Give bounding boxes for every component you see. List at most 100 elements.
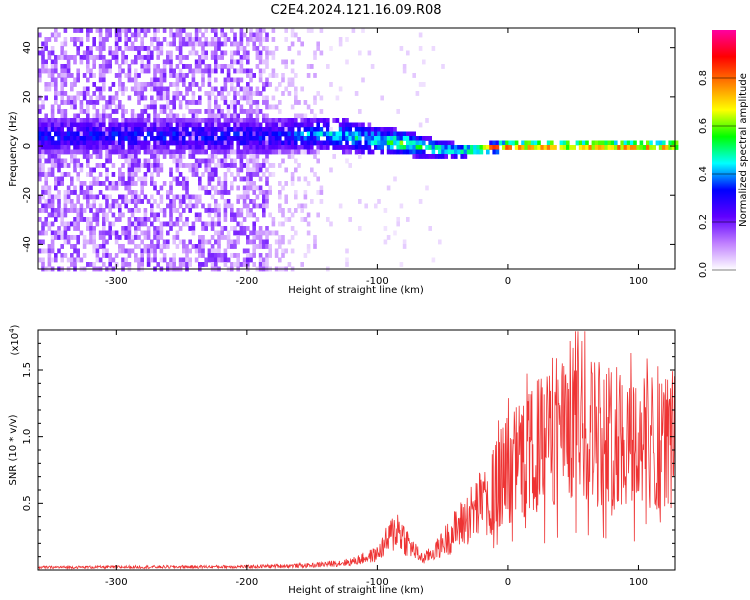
- heatmap-cell: [319, 131, 324, 137]
- heatmap-cell: [127, 37, 132, 42]
- heatmap-cell: [313, 154, 317, 159]
- heatmap-cell: [118, 244, 122, 249]
- heatmap-cell: [121, 59, 125, 65]
- heatmap-cell: [79, 37, 84, 42]
- heatmap-cell: [214, 253, 218, 258]
- heatmap-cell: [255, 122, 260, 128]
- heatmap-cell: [207, 190, 212, 195]
- heatmap-cell: [105, 68, 109, 74]
- heatmap-cell: [345, 118, 349, 123]
- heatmap-cell: [198, 28, 202, 33]
- heatmap-cell: [210, 145, 215, 150]
- heatmap-cell: [201, 235, 205, 240]
- heatmap-cell: [233, 41, 237, 47]
- heatmap-cell: [108, 127, 112, 132]
- heatmap-cell: [121, 140, 125, 146]
- heatmap-cell: [172, 194, 176, 200]
- heatmap-cell: [130, 208, 135, 213]
- heatmap-cell: [345, 248, 349, 254]
- heatmap-cell: [60, 118, 64, 123]
- heatmap-cell: [300, 208, 304, 213]
- heatmap-cell: [412, 73, 416, 78]
- heatmap-cell: [290, 248, 295, 254]
- heatmap-cell: [258, 77, 263, 83]
- heatmap-cell: [178, 37, 183, 42]
- heatmap-cell: [108, 253, 112, 258]
- heatmap-cell: [63, 203, 68, 209]
- heatmap-cell: [194, 194, 199, 200]
- heatmap-cell: [498, 140, 503, 146]
- heatmap-cell: [201, 68, 205, 74]
- heatmap-cell: [130, 154, 135, 159]
- heatmap-cell: [252, 248, 256, 254]
- heatmap-cell: [348, 136, 352, 141]
- heatmap-cell: [246, 208, 250, 213]
- heatmap-cell: [246, 50, 250, 56]
- heatmap-cell: [134, 230, 138, 236]
- heatmap-cell: [262, 149, 266, 155]
- heatmap-cell: [313, 136, 317, 141]
- heatmap-cell: [137, 176, 141, 182]
- heatmap-cell: [82, 149, 87, 155]
- heatmap-cell: [114, 127, 119, 132]
- heatmap-cell: [121, 50, 125, 56]
- heatmap-cell: [198, 235, 202, 240]
- heatmap-cell: [198, 185, 202, 191]
- heatmap-cell: [226, 230, 231, 236]
- heatmap-cell: [111, 163, 116, 168]
- heatmap-cell: [54, 37, 58, 42]
- heatmap-cell: [226, 239, 231, 245]
- heatmap-cell: [386, 185, 391, 191]
- heatmap-cell: [143, 122, 148, 128]
- heatmap-cell: [156, 91, 160, 96]
- heatmap-cell: [63, 158, 68, 164]
- heatmap-cell: [156, 86, 160, 92]
- heatmap-cell: [393, 136, 397, 141]
- heatmap-cell: [162, 145, 167, 150]
- heatmap-cell: [313, 127, 317, 132]
- heatmap-cell: [242, 140, 247, 146]
- heatmap-cell: [422, 140, 426, 146]
- heatmap-cell: [73, 262, 77, 267]
- heatmap-cell: [214, 136, 218, 141]
- heatmap-cell: [226, 136, 231, 141]
- heatmap-cell: [521, 140, 525, 146]
- heatmap-cell: [41, 190, 45, 195]
- heatmap-cell: [95, 109, 100, 114]
- heatmap-cell: [114, 104, 119, 110]
- heatmap-cell: [92, 145, 96, 150]
- heatmap-cell: [214, 145, 218, 150]
- heatmap-cell: [76, 68, 80, 74]
- heatmap-cell: [92, 244, 96, 249]
- heatmap-cell: [105, 203, 109, 209]
- heatmap-cell: [70, 158, 74, 164]
- heatmap-cell: [460, 145, 464, 150]
- heatmap-cell: [41, 163, 45, 168]
- heatmap-cell: [111, 212, 116, 218]
- heatmap-cell: [210, 253, 215, 258]
- heatmap-cell: [159, 136, 164, 141]
- heatmap-cell: [185, 122, 189, 128]
- heatmap-cell: [246, 109, 250, 114]
- heatmap-cell: [290, 41, 295, 47]
- heatmap-cell: [431, 149, 436, 155]
- heatmap-cell: [364, 136, 368, 141]
- heatmap-cell: [303, 113, 308, 119]
- heatmap-cell: [118, 127, 122, 132]
- heatmap-cell: [191, 46, 196, 51]
- heatmap-cell: [166, 100, 170, 105]
- heatmap-cell: [262, 127, 266, 132]
- heatmap-cell: [214, 118, 218, 123]
- heatmap-cell: [297, 37, 301, 42]
- heatmap-cell: [146, 167, 151, 173]
- heatmap-cell: [108, 59, 112, 65]
- heatmap-cell: [140, 199, 144, 204]
- heatmap-cell: [236, 145, 240, 150]
- heatmap-cell: [121, 244, 125, 249]
- heatmap-cell: [156, 149, 160, 155]
- heatmap-cell: [169, 226, 173, 231]
- heatmap-cell: [146, 104, 151, 110]
- heatmap-cell: [258, 176, 263, 182]
- heatmap-cell: [242, 226, 247, 231]
- heatmap-cell: [262, 244, 266, 249]
